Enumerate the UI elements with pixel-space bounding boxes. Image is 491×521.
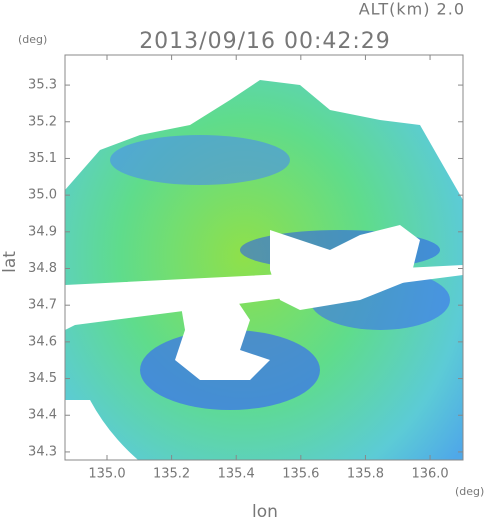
altitude-label: ALT(km) 2.0 bbox=[359, 0, 465, 19]
x-tick-label: 135.8 bbox=[347, 467, 384, 482]
y-tick-label: 34.9 bbox=[28, 224, 57, 239]
x-tick-label: 136.0 bbox=[411, 467, 448, 482]
y-tick-label: 34.8 bbox=[28, 261, 57, 276]
chart-title: 2013/09/16 00:42:29 bbox=[139, 29, 391, 54]
y-tick-label: 34.7 bbox=[28, 298, 57, 313]
x-tick-label: 135.0 bbox=[88, 467, 125, 482]
x-tick-label: 135.6 bbox=[282, 467, 319, 482]
y-tick-label: 35.0 bbox=[28, 188, 57, 203]
y-tick-label: 35.1 bbox=[28, 151, 57, 166]
x-unit: (deg) bbox=[455, 485, 484, 498]
y-tick-label: 34.4 bbox=[28, 408, 57, 423]
y-tick-label: 35.3 bbox=[28, 78, 57, 93]
x-axis-label: lon bbox=[252, 502, 278, 521]
y-tick-label: 35.2 bbox=[28, 114, 57, 129]
y-axis-label: lat bbox=[0, 251, 20, 273]
x-tick-label: 135.2 bbox=[153, 467, 190, 482]
radar-field bbox=[65, 55, 463, 460]
plot-frame bbox=[64, 54, 464, 461]
y-unit: (deg) bbox=[18, 33, 47, 46]
y-tick-label: 34.6 bbox=[28, 334, 57, 349]
y-tick-label: 34.5 bbox=[28, 371, 57, 386]
y-tick-label: 34.3 bbox=[28, 444, 57, 459]
x-tick-label: 135.4 bbox=[218, 467, 255, 482]
